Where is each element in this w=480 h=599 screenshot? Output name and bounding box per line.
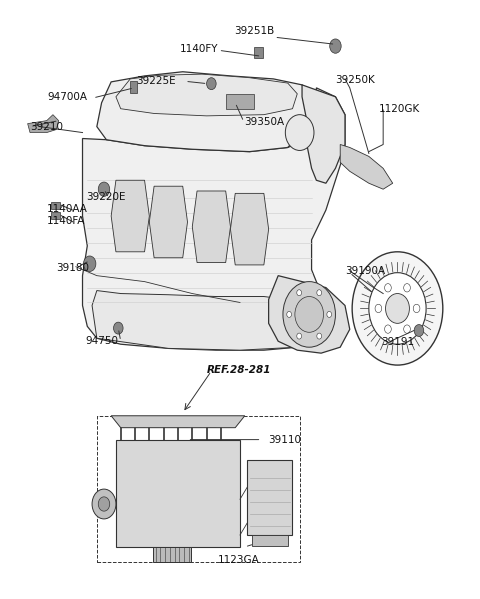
Polygon shape bbox=[28, 114, 59, 132]
Circle shape bbox=[114, 322, 123, 334]
Polygon shape bbox=[111, 180, 149, 252]
Circle shape bbox=[414, 325, 424, 337]
Text: 94700A: 94700A bbox=[48, 92, 87, 102]
Circle shape bbox=[385, 294, 409, 323]
Polygon shape bbox=[192, 191, 230, 262]
Text: 1140FA: 1140FA bbox=[47, 216, 85, 226]
Circle shape bbox=[317, 290, 322, 296]
Text: REF.28-281: REF.28-281 bbox=[206, 365, 271, 375]
Text: 1120GK: 1120GK bbox=[378, 104, 420, 114]
Text: 39210: 39210 bbox=[30, 122, 63, 132]
Text: 39190A: 39190A bbox=[345, 266, 385, 276]
Bar bbox=[254, 47, 263, 58]
Circle shape bbox=[285, 114, 314, 150]
Text: 39350A: 39350A bbox=[244, 117, 284, 127]
Text: 39250K: 39250K bbox=[336, 75, 375, 85]
Circle shape bbox=[369, 273, 426, 344]
Text: 39180: 39180 bbox=[56, 264, 89, 274]
Bar bbox=[252, 535, 288, 546]
Circle shape bbox=[317, 333, 322, 339]
Bar bbox=[97, 416, 300, 562]
Bar bbox=[51, 212, 60, 219]
Bar bbox=[226, 94, 254, 108]
Circle shape bbox=[297, 333, 301, 339]
Bar bbox=[153, 547, 192, 562]
Text: 1123GA: 1123GA bbox=[218, 555, 260, 565]
Polygon shape bbox=[149, 186, 188, 258]
Circle shape bbox=[375, 304, 382, 313]
Polygon shape bbox=[340, 144, 393, 189]
Text: 39251B: 39251B bbox=[234, 26, 275, 36]
Circle shape bbox=[297, 290, 301, 296]
Bar bbox=[51, 202, 60, 209]
Circle shape bbox=[404, 325, 410, 333]
Bar bbox=[247, 461, 292, 535]
Circle shape bbox=[384, 283, 391, 292]
Polygon shape bbox=[92, 291, 307, 350]
Polygon shape bbox=[269, 276, 350, 353]
Circle shape bbox=[283, 282, 336, 347]
Circle shape bbox=[413, 304, 420, 313]
Polygon shape bbox=[83, 88, 345, 350]
Polygon shape bbox=[97, 72, 312, 152]
Circle shape bbox=[352, 252, 443, 365]
Circle shape bbox=[98, 497, 110, 511]
Bar bbox=[116, 440, 240, 547]
Text: 39110: 39110 bbox=[268, 435, 300, 444]
Text: 39191: 39191 bbox=[381, 337, 414, 347]
Polygon shape bbox=[116, 74, 297, 116]
Text: 39220E: 39220E bbox=[86, 192, 126, 202]
Text: 39225E: 39225E bbox=[136, 75, 176, 86]
Circle shape bbox=[206, 78, 216, 90]
Circle shape bbox=[287, 311, 291, 317]
Circle shape bbox=[98, 182, 110, 196]
Circle shape bbox=[295, 297, 324, 332]
Polygon shape bbox=[230, 193, 269, 265]
Circle shape bbox=[327, 311, 332, 317]
Circle shape bbox=[330, 39, 341, 53]
Text: 1140FY: 1140FY bbox=[180, 44, 218, 54]
Circle shape bbox=[92, 489, 116, 519]
Polygon shape bbox=[111, 416, 245, 428]
Bar bbox=[130, 81, 137, 93]
Text: 1140AA: 1140AA bbox=[47, 204, 87, 214]
Polygon shape bbox=[302, 85, 345, 183]
Circle shape bbox=[84, 256, 96, 271]
Circle shape bbox=[384, 325, 391, 333]
Text: 94750: 94750 bbox=[85, 336, 118, 346]
Circle shape bbox=[404, 283, 410, 292]
